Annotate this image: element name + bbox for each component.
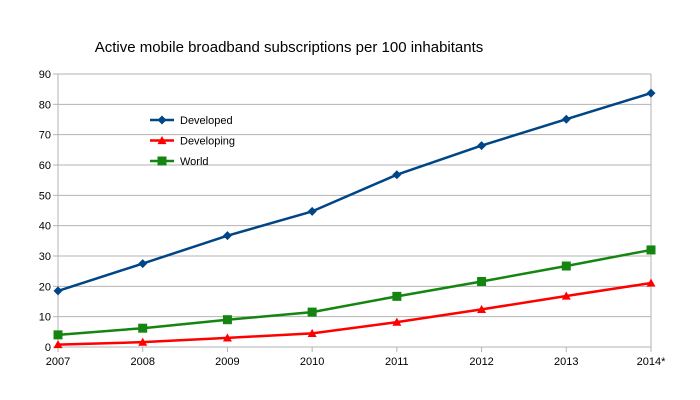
series-line-developed bbox=[57, 91, 652, 293]
series-world bbox=[53, 245, 656, 340]
y-tick-label: 40 bbox=[39, 221, 51, 233]
data-point-world bbox=[392, 291, 402, 301]
x-tick-label: 2013 bbox=[554, 356, 578, 368]
legend-label-developed: Developed bbox=[180, 115, 233, 127]
series-developing bbox=[53, 278, 656, 349]
chart-title: Active mobile broadband subscriptions pe… bbox=[95, 39, 484, 56]
legend-label-developing: Developing bbox=[180, 136, 235, 148]
y-tick-label: 70 bbox=[39, 130, 51, 142]
x-tick-label: 2010 bbox=[300, 356, 324, 368]
y-tick-label: 60 bbox=[39, 160, 51, 172]
data-point-world bbox=[307, 307, 317, 317]
series-line-developing bbox=[57, 281, 652, 346]
data-point-developing bbox=[646, 278, 656, 287]
legend: Developed Developing World bbox=[150, 115, 235, 168]
data-point-developed bbox=[477, 141, 487, 151]
data-point-world bbox=[561, 261, 571, 271]
data-point-developing bbox=[307, 328, 317, 337]
y-tick-label: 30 bbox=[39, 251, 51, 263]
legend-item-developing: Developing bbox=[150, 136, 235, 148]
legend-marker-world bbox=[157, 156, 167, 166]
data-point-developed bbox=[646, 88, 656, 98]
legend-marker-developed bbox=[157, 115, 167, 125]
data-point-developed bbox=[307, 206, 317, 216]
data-point-world bbox=[138, 323, 148, 333]
y-tick-label: 10 bbox=[39, 312, 51, 324]
data-point-developing bbox=[477, 304, 487, 313]
data-point-developed bbox=[138, 259, 148, 269]
data-point-developing bbox=[392, 317, 402, 326]
legend-item-developed: Developed bbox=[150, 115, 233, 127]
data-point-world bbox=[646, 245, 656, 255]
data-point-developing bbox=[222, 333, 232, 342]
legend-label-world: World bbox=[180, 156, 209, 168]
x-tick-label: 2007 bbox=[46, 356, 70, 368]
data-point-developing bbox=[53, 340, 63, 349]
x-tick-label: 2014* bbox=[637, 356, 666, 368]
x-tick-label: 2011 bbox=[385, 356, 409, 368]
series-line-world bbox=[57, 248, 652, 337]
data-point-developing bbox=[561, 291, 571, 300]
legend-marker-developing bbox=[157, 136, 167, 145]
data-point-developed bbox=[561, 114, 571, 124]
data-point-world bbox=[53, 330, 63, 340]
x-tick-label: 2008 bbox=[130, 356, 154, 368]
data-point-developing bbox=[138, 337, 148, 346]
data-point-world bbox=[222, 315, 232, 325]
y-tick-label: 50 bbox=[39, 190, 51, 202]
x-tick-label: 2009 bbox=[215, 356, 239, 368]
x-axis-tick-labels: 2007 2008 2009 2010 2011 2012 2013 2014* bbox=[46, 356, 666, 368]
y-axis-tick-labels: 0 10 20 30 40 50 60 70 80 90 bbox=[39, 69, 51, 354]
y-tick-label: 80 bbox=[39, 99, 51, 111]
y-tick-label: 0 bbox=[45, 342, 51, 354]
series-developed bbox=[53, 88, 656, 296]
data-point-developed bbox=[53, 286, 63, 296]
data-point-developed bbox=[222, 231, 232, 241]
legend-item-world: World bbox=[150, 156, 209, 168]
series-lines bbox=[53, 88, 656, 349]
data-point-developed bbox=[392, 170, 402, 180]
data-point-world bbox=[477, 276, 487, 286]
axes bbox=[53, 73, 652, 352]
gridlines bbox=[58, 73, 651, 318]
x-tick-label: 2012 bbox=[469, 356, 493, 368]
y-tick-label: 90 bbox=[39, 69, 51, 81]
y-tick-label: 20 bbox=[39, 281, 51, 293]
